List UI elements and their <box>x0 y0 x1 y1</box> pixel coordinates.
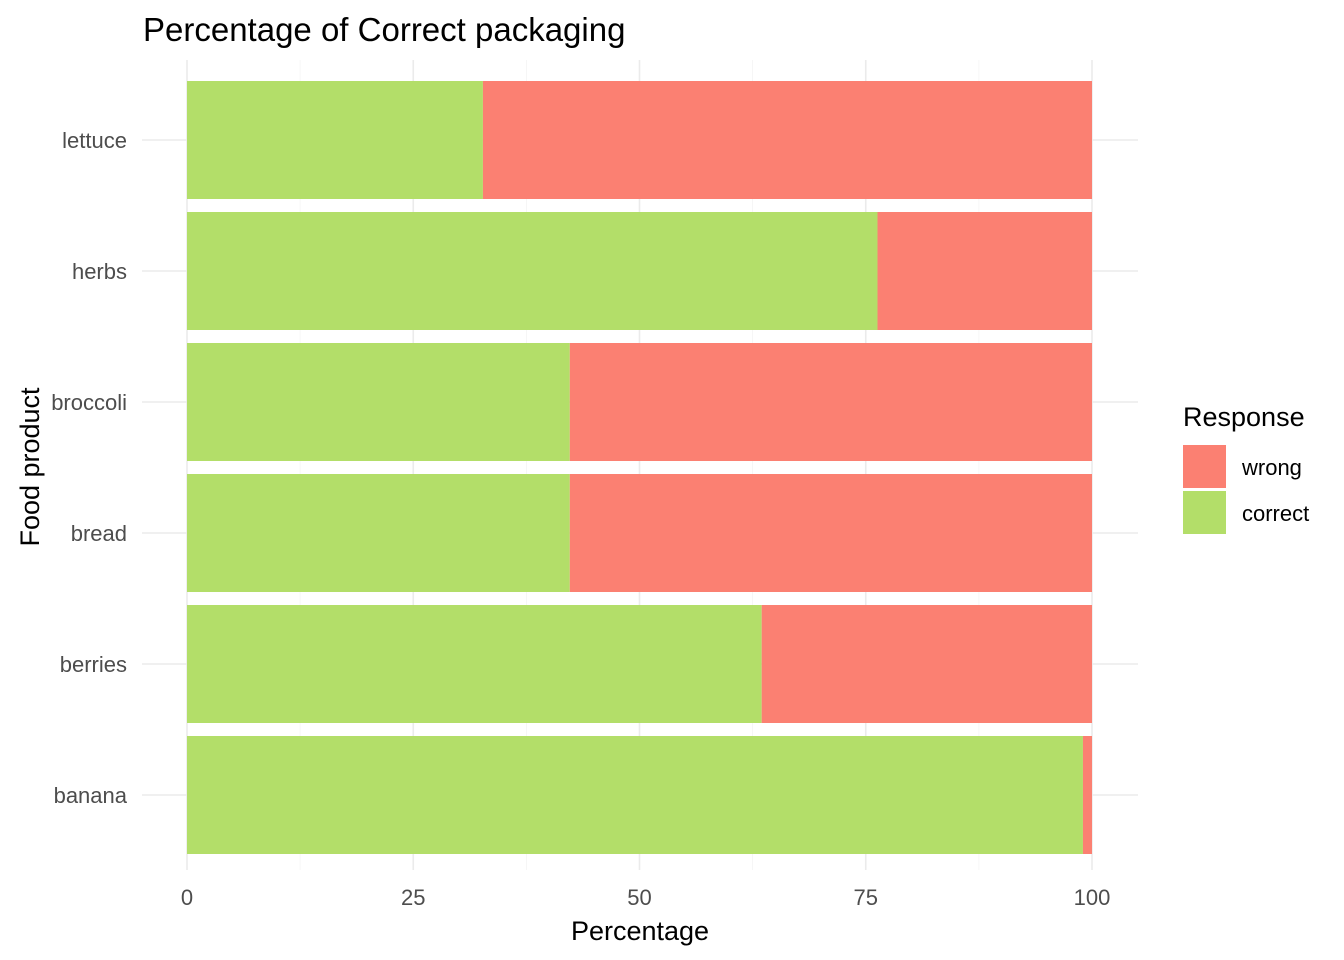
x-axis-ticks: 0 25 50 75 100 <box>181 885 1110 910</box>
bar-broccoli-correct <box>187 343 570 461</box>
chart-title: Percentage of Correct packaging <box>143 11 625 48</box>
legend-key-correct <box>1183 491 1226 534</box>
bars <box>187 81 1092 854</box>
legend-label-correct: correct <box>1242 501 1309 526</box>
y-tick-label: banana <box>54 783 128 808</box>
legend: Response wrong correct <box>1183 402 1309 534</box>
bar-berries-wrong <box>761 605 1092 723</box>
bar-berries-correct <box>187 605 762 723</box>
x-tick-label: 75 <box>854 885 878 910</box>
bar-lettuce-correct <box>187 81 483 199</box>
legend-key-wrong <box>1183 445 1226 488</box>
y-axis-ticks: banana berries bread broccoli herbs lettuce <box>51 128 128 808</box>
y-tick-label: broccoli <box>51 390 127 415</box>
bar-broccoli-wrong <box>569 343 1092 461</box>
y-tick-label: bread <box>71 521 127 546</box>
x-tick-label: 50 <box>627 885 651 910</box>
bar-herbs-wrong <box>877 212 1092 330</box>
bar-bread-correct <box>187 474 570 592</box>
bar-bread-wrong <box>569 474 1092 592</box>
y-tick-label: lettuce <box>62 128 127 153</box>
x-tick-label: 0 <box>181 885 193 910</box>
x-tick-label: 100 <box>1074 885 1111 910</box>
legend-label-wrong: wrong <box>1241 455 1302 480</box>
bar-banana-correct <box>187 736 1083 854</box>
y-tick-label: herbs <box>72 259 127 284</box>
bar-lettuce-wrong <box>482 81 1092 199</box>
bar-herbs-correct <box>187 212 878 330</box>
bar-banana-wrong <box>1082 736 1092 854</box>
y-tick-label: berries <box>60 652 127 677</box>
legend-title: Response <box>1183 402 1305 432</box>
y-axis-title: Food product <box>15 387 45 547</box>
x-axis-title: Percentage <box>571 916 709 946</box>
x-tick-label: 25 <box>401 885 425 910</box>
legend-items: wrong correct <box>1183 445 1309 534</box>
